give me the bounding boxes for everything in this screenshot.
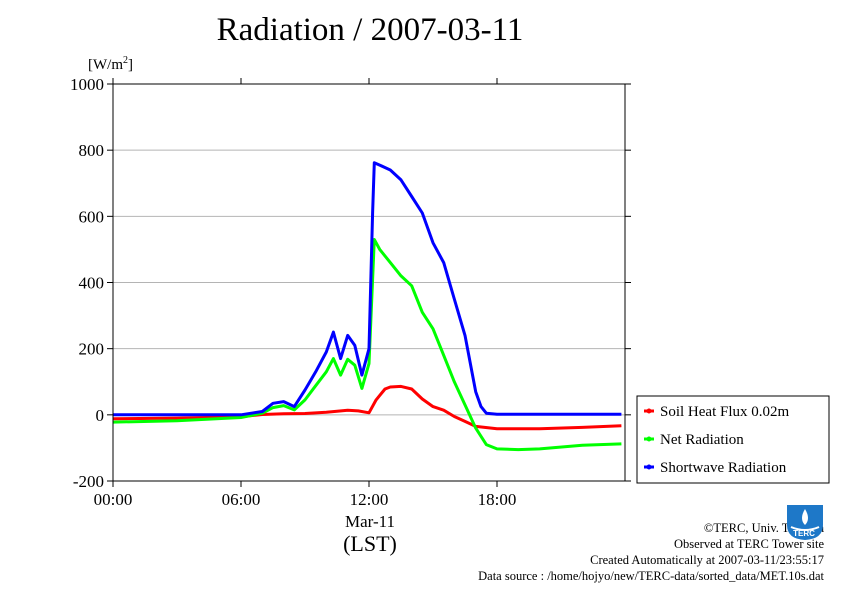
y-tick-label: -200 [73,472,104,491]
terc-logo-icon [787,505,823,540]
x-tick-label: 12:00 [350,490,389,509]
x-tick-label: 06:00 [222,490,261,509]
y-tick-label: 400 [79,274,105,293]
y-tick-label: 800 [79,141,105,160]
legend: Soil Heat Flux 0.02m Net Radiation Shortwa… [636,395,830,484]
x-axis: 00:00 06:00 12:00 18:00 [94,78,517,509]
legend-label-1: Net Radiation [660,432,744,448]
series-line-0 [112,384,622,431]
unit-superscript: 2 [123,55,128,66]
legend-label-2: Shortwave Radiation [660,460,787,476]
y-tick-label: 0 [96,406,105,425]
chart-title: Radiation / 2007-03-11 [216,12,524,48]
terc-logo-text: TERC [793,529,815,538]
date-label: Mar-11 [345,512,395,531]
credit-created: Created Automatically at 2007-03-11/23:5… [590,553,824,567]
y-axis-unit-label: [W/m2] [88,55,133,74]
unit-suffix: ] [128,57,133,73]
series-line-1 [112,238,622,452]
credits: ©TERC, Univ. Tsukuba Observed at TERC To… [478,520,824,584]
series-line-2 [113,161,622,417]
credit-source: Data source : /home/hojyo/new/TERC-data/… [478,569,824,583]
legend-box [636,395,830,484]
credit-site: Observed at TERC Tower site [673,537,824,551]
x-tick-label: 00:00 [94,490,133,509]
x-axis-label: (LST) [343,531,397,556]
y-tick-label: 1000 [70,75,104,94]
legend-marker-0 [646,408,652,414]
terc-logo: TERC [785,503,825,546]
y-tick-label: 600 [79,207,105,226]
grid-lines [113,149,625,416]
x-tick-label: 18:00 [478,490,517,509]
y-axis: -200 0 200 400 600 800 1000 [70,75,631,491]
y-tick-label: 200 [79,340,105,359]
legend-marker-1 [646,436,652,442]
unit-prefix: [W/m [88,57,123,73]
series-lines [112,161,622,452]
legend-label-0: Soil Heat Flux 0.02m [660,404,790,420]
credit-copyright: ©TERC, Univ. Tsukuba [703,521,824,535]
legend-marker-2 [646,464,652,470]
